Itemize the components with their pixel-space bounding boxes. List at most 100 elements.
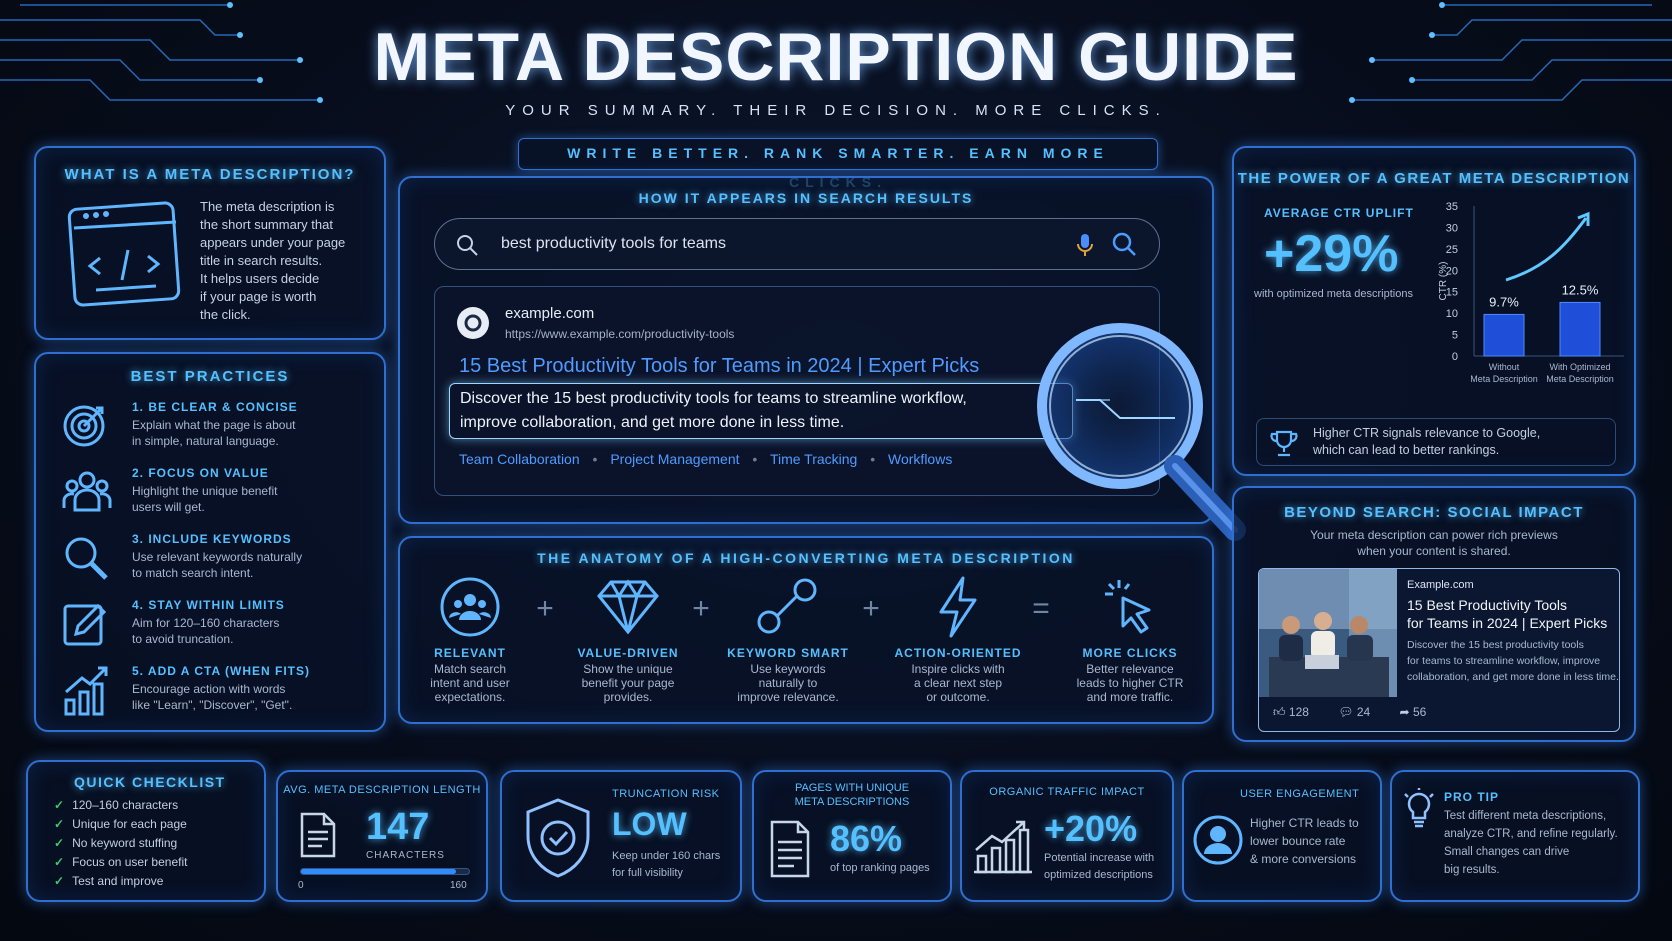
check-icon: ✓	[54, 798, 65, 812]
checklist-item: ✓ No keyword stuffing	[54, 836, 178, 850]
social-panel: BEYOND SEARCH: SOCIAL IMPACT Your meta d…	[1232, 486, 1636, 742]
check-icon: ✓	[54, 855, 65, 869]
social-title: BEYOND SEARCH: SOCIAL IMPACT	[1284, 504, 1584, 521]
practice-item: 2. FOCUS ON VALUE Highlight the unique b…	[56, 462, 376, 522]
unique-pages-value: 86%	[830, 818, 903, 859]
bar-value-label: 12.5%	[1562, 282, 1599, 297]
x-tick-label: Without	[1489, 362, 1520, 372]
anatomy-panel: THE ANATOMY OF A HIGH-CONVERTING META DE…	[398, 536, 1214, 724]
share-count: 56	[1412, 705, 1427, 719]
uplift-note: with optimized meta descriptions	[1254, 288, 1413, 300]
engagement-panel: USER ENGAGEMENT Higher CTR leads to lowe…	[1182, 770, 1382, 902]
organic-value: +20%	[1044, 808, 1138, 849]
truncation-panel: TRUNCATION RISK LOW Keep under 160 chars…	[500, 770, 742, 902]
equals-operator: =	[1032, 592, 1050, 625]
share-icon[interactable]: ➦	[1399, 705, 1410, 719]
anatomy-item: KEYWORD SMART Use keywords naturally to …	[708, 576, 868, 716]
like-count: 128	[1288, 705, 1309, 719]
sitelink[interactable]: Time Tracking	[769, 451, 858, 467]
pro-tip-panel: PRO TIP Test different meta descriptions…	[1390, 770, 1640, 902]
uplift-value: +29%	[1264, 225, 1399, 283]
card-site: Example.com	[1407, 579, 1474, 591]
practice-item: 5. ADD A CTA (WHEN FITS) Encourage actio…	[56, 660, 376, 720]
x-tick-label: Meta Description	[1470, 374, 1538, 384]
anatomy-item: ACTION-ORIENTED Inspire clicks with a cl…	[878, 576, 1038, 716]
magnifying-glass-icon	[1037, 323, 1246, 541]
check-icon: ✓	[54, 874, 65, 888]
document-icon	[770, 820, 810, 878]
diamond-icon	[597, 579, 659, 635]
comment-icon[interactable]: 💬︎	[1338, 705, 1354, 719]
page-title: META DESCRIPTION GUIDE	[373, 19, 1299, 95]
circuit-decoration-right	[1349, 2, 1672, 103]
card-desc: for teams to streamline workflow, improv…	[1407, 655, 1601, 667]
bar	[1483, 313, 1525, 357]
practice-item: 1. BE CLEAR & CONCISE Explain what the p…	[56, 396, 376, 456]
what-is-title: WHAT IS A META DESCRIPTION?	[64, 166, 356, 183]
avg-length-panel: AVG. META DESCRIPTION LENGTH 147 CHARACT…	[276, 770, 488, 902]
y-tick-label: 20	[1446, 265, 1458, 277]
result-description-box: Discover the 15 best productivity tools …	[449, 383, 1073, 439]
team-photo-image	[1259, 569, 1397, 697]
search-preview-title: HOW IT APPEARS IN SEARCH RESULTS	[638, 190, 974, 206]
practice-item: 4. STAY WITHIN LIMITS Aim for 120–160 ch…	[56, 594, 376, 654]
length-progress-track	[300, 868, 470, 875]
document-icon	[300, 812, 336, 858]
tagline-banner: WRITE BETTER. RANK SMARTER. EARN MORE CL…	[518, 138, 1158, 190]
result-url[interactable]: https://www.example.com/productivity-too…	[505, 327, 735, 341]
organic-panel: ORGANIC TRAFFIC IMPACT +20% Potential in…	[960, 770, 1174, 902]
anatomy-item: VALUE-DRIVEN Show the unique benefit you…	[558, 576, 698, 716]
y-tick-label: 5	[1452, 330, 1458, 342]
page-subtitle: YOUR SUMMARY. THEIR DECISION. MORE CLICK…	[505, 102, 1167, 119]
sitelink[interactable]: Workflows	[888, 451, 953, 467]
y-tick-label: 0	[1452, 351, 1458, 363]
anatomy-item: MORE CLICKS Better relevance leads to hi…	[1050, 576, 1210, 716]
what-is-text: The meta description is the short summar…	[200, 199, 346, 322]
search-icon	[65, 537, 108, 580]
uplift-label: AVERAGE CTR UPLIFT	[1264, 206, 1414, 220]
people-circle-icon	[440, 577, 500, 637]
checklist-title: QUICK CHECKLIST	[74, 774, 226, 790]
truncation-value: LOW	[612, 806, 687, 842]
anatomy-item: RELEVANT Match search intent and user ex…	[410, 576, 530, 716]
power-panel: THE POWER OF A GREAT META DESCRIPTION AV…	[1232, 146, 1636, 476]
y-tick-label: 15	[1446, 287, 1458, 299]
y-tick-label: 30	[1446, 222, 1458, 234]
y-tick-label: 25	[1446, 244, 1458, 256]
search-submit-icon[interactable]	[1111, 231, 1137, 257]
microphone-icon[interactable]	[1075, 232, 1095, 258]
trophy-icon	[1270, 430, 1298, 457]
sitelinks: Team Collaboration • Project Management …	[459, 451, 953, 467]
social-preview-card[interactable]: Example.com 15 Best Productivity Tools f…	[1258, 568, 1620, 732]
search-query[interactable]: best productivity tools for teams	[501, 235, 726, 252]
x-tick-label: Meta Description	[1546, 374, 1614, 384]
y-tick-label: 10	[1446, 308, 1458, 320]
best-practices-panel: BEST PRACTICES 1. BE CLEAR & CONCISE Exp…	[34, 352, 386, 732]
like-icon[interactable]: 👍︎	[1273, 705, 1286, 719]
result-title-link[interactable]: 15 Best Productivity Tools for Teams in …	[459, 355, 980, 377]
comment-count: 24	[1356, 705, 1371, 719]
lightning-icon	[939, 576, 977, 638]
checklist-item: ✓ Focus on user benefit	[54, 855, 188, 869]
card-title: 15 Best Productivity Tools	[1407, 597, 1568, 613]
unique-pages-panel: PAGES WITH UNIQUE META DESCRIPTIONS 86% …	[752, 770, 952, 902]
lightbulb-icon	[1404, 788, 1434, 828]
result-description-line: improve collaboration, and get more done…	[460, 414, 845, 431]
bar-value-label: 9.7%	[1489, 294, 1519, 309]
card-desc: Discover the 15 best productivity tools	[1407, 639, 1584, 651]
checklist-panel: QUICK CHECKLIST ✓ 120–160 characters ✓ Uni…	[26, 760, 266, 902]
avg-length-value: 147	[366, 806, 430, 848]
plus-operator: +	[862, 592, 880, 625]
sitelink[interactable]: Team Collaboration	[459, 451, 580, 467]
site-favicon-icon	[457, 307, 489, 339]
check-icon: ✓	[54, 836, 65, 850]
trend-arrow-head	[1577, 211, 1590, 226]
search-bar[interactable]: best productivity tools for teams	[434, 218, 1160, 270]
pencil-icon	[63, 603, 107, 646]
sitelink[interactable]: Project Management	[610, 451, 740, 467]
ctr-bar-chart: 0 5 10 15 20 25 30 35 CTR (%) 9.7% Without Meta Des…	[1438, 201, 1624, 384]
best-practices-title: BEST PRACTICES	[130, 368, 290, 385]
key-link-icon	[757, 578, 817, 634]
card-desc: collaboration, and get more done in less…	[1407, 671, 1619, 683]
checklist-items: ✓ 120–160 characters ✓ Unique for each pag…	[54, 798, 187, 893]
